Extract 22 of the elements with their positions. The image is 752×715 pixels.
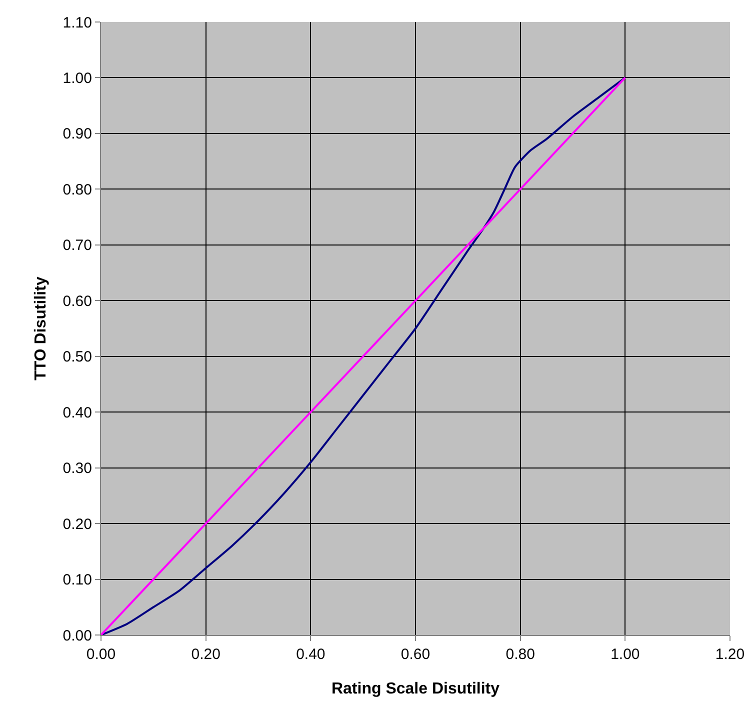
y-tick-label: 0.50	[62, 348, 92, 366]
x-tick-label: 1.20	[715, 646, 745, 663]
x-tick-label: 0.00	[86, 646, 116, 663]
y-tick-label: 0.00	[62, 627, 92, 644]
x-tick-label: 0.80	[506, 646, 535, 663]
x-tick-label: 0.20	[191, 646, 220, 663]
y-tick-label: 1.00	[62, 70, 92, 87]
y-tick-label: 1.10	[62, 14, 92, 32]
y-tick-label: 0.10	[62, 572, 92, 589]
y-tick-label: 0.70	[62, 237, 92, 254]
x-tick-label: 1.00	[610, 646, 640, 663]
x-tick-label: 0.40	[296, 646, 326, 663]
y-tick-label: 0.80	[62, 181, 92, 198]
line-series	[101, 76, 626, 635]
x-axis-title: Rating Scale Disutility	[331, 680, 500, 698]
y-axis-title: TTO Disutility	[32, 276, 50, 380]
x-tick-label: 0.60	[400, 646, 430, 663]
y-tick-label: 0.20	[62, 516, 92, 533]
y-tick-label: 0.90	[62, 126, 92, 143]
y-tick-label: 0.30	[62, 460, 92, 478]
y-tick-label: 0.40	[62, 404, 92, 422]
y-tick-label: 0.60	[62, 292, 92, 310]
